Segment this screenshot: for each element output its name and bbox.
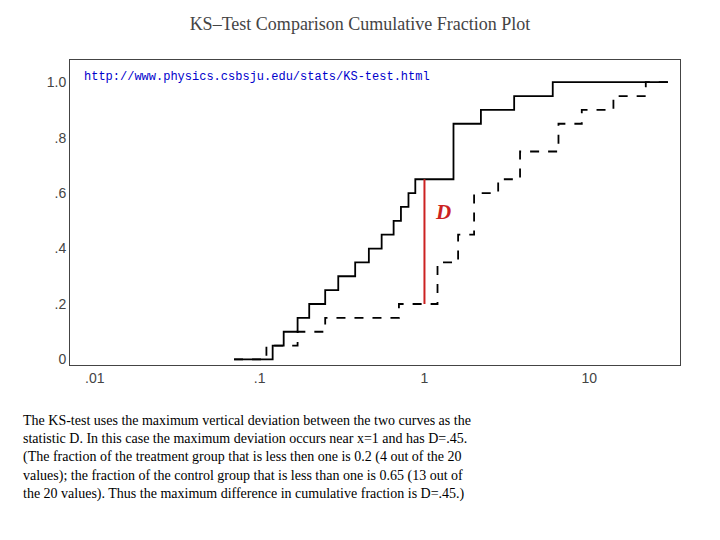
svg-text:The KS-test uses the maximum v: The KS-test uses the maximum vertical de… xyxy=(23,413,471,502)
svg-text:1.0: 1.0 xyxy=(47,74,67,90)
svg-text:http://www.physics.csbsju.edu/: http://www.physics.csbsju.edu/stats/KS-t… xyxy=(84,70,430,84)
svg-text:D: D xyxy=(435,200,451,224)
svg-text:.01: .01 xyxy=(85,370,105,386)
svg-text:0: 0 xyxy=(58,351,66,367)
svg-text:.2: .2 xyxy=(55,296,67,312)
svg-text:.4: .4 xyxy=(55,240,67,256)
svg-text:KS–Test Comparison Cumulative: KS–Test Comparison Cumulative Fraction P… xyxy=(190,14,531,34)
svg-text:1: 1 xyxy=(421,370,429,386)
svg-text:10: 10 xyxy=(582,370,598,386)
svg-text:.6: .6 xyxy=(55,185,67,201)
svg-text:.1: .1 xyxy=(254,370,266,386)
svg-text:.8: .8 xyxy=(55,130,67,146)
